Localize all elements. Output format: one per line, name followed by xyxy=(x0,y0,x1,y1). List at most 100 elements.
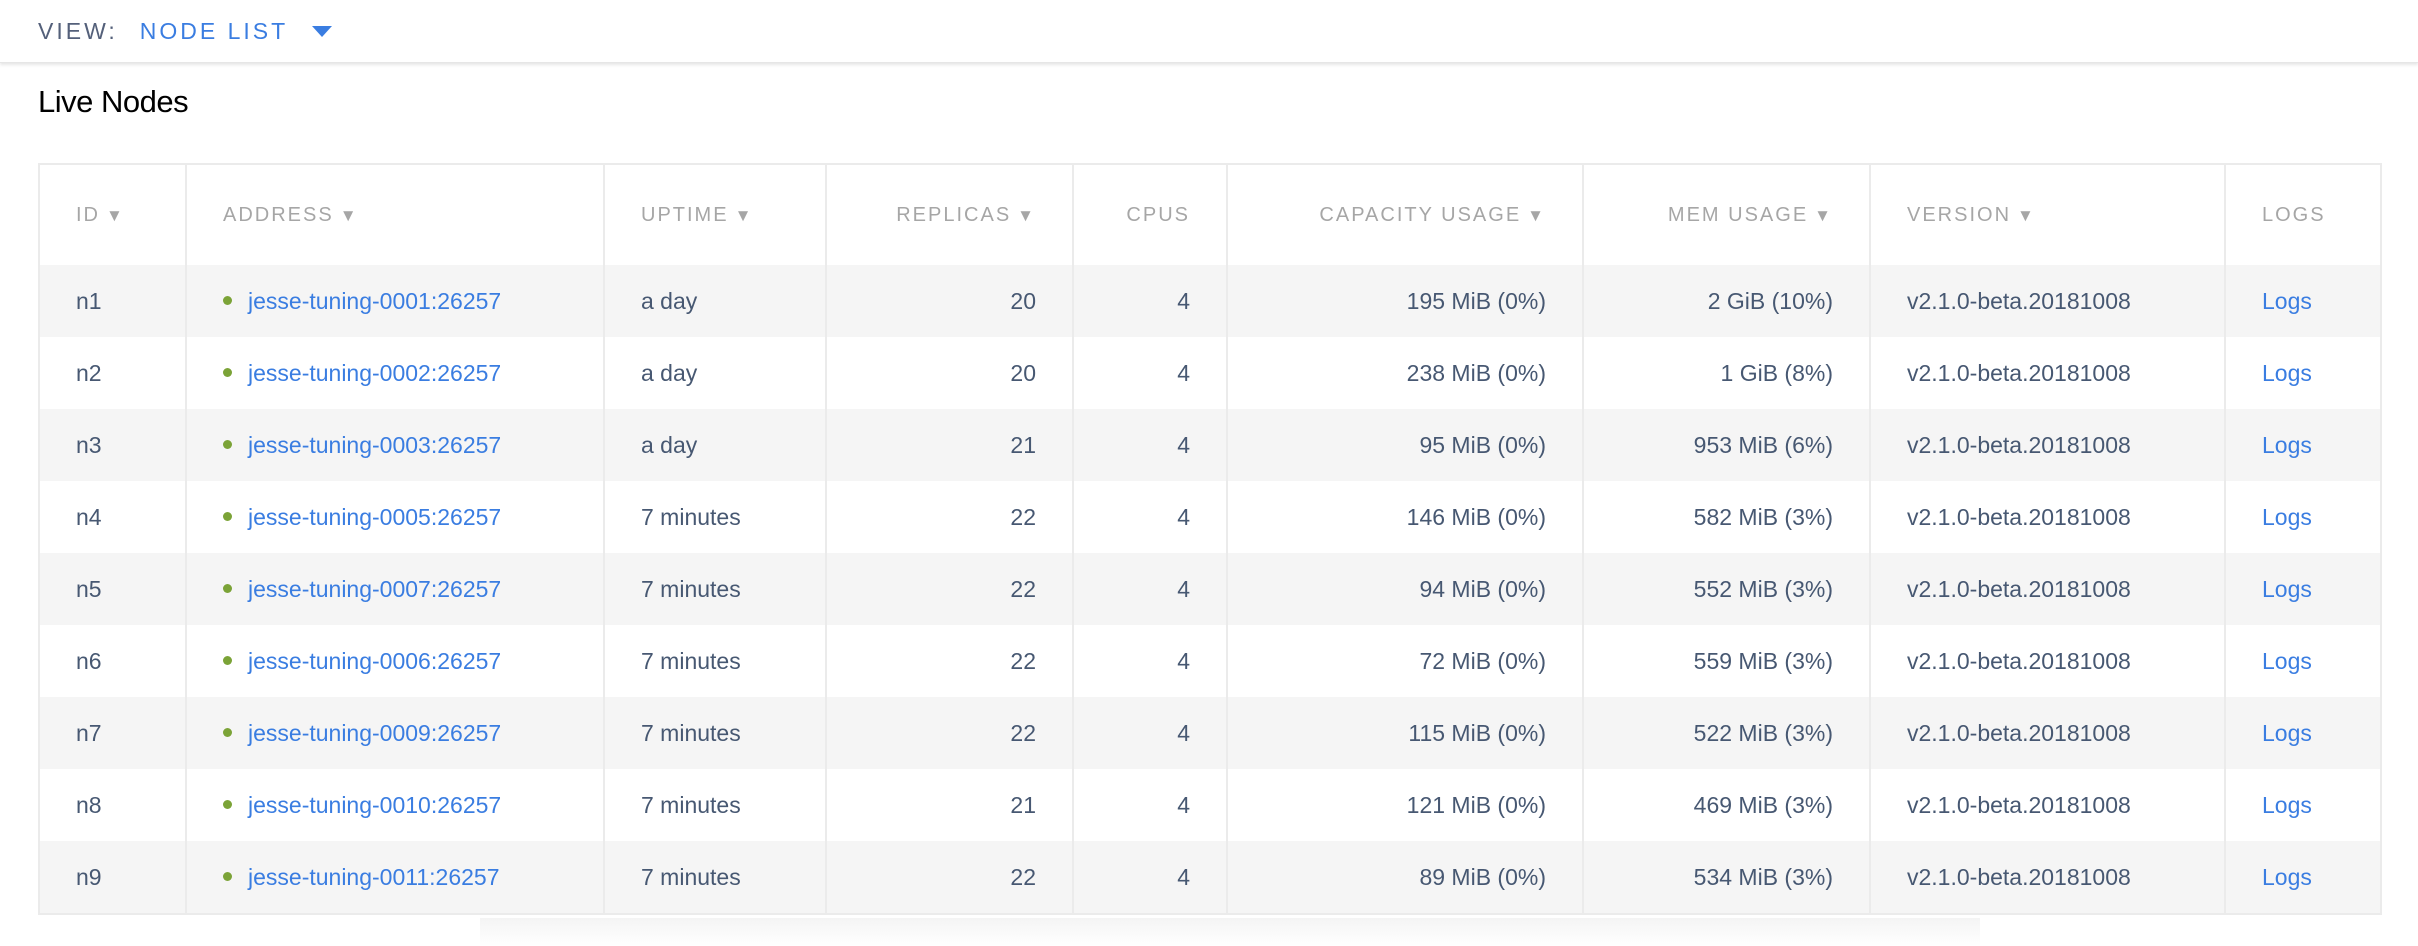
id-value: n9 xyxy=(76,863,102,890)
node-address-link[interactable]: jesse-tuning-0001:26257 xyxy=(248,287,502,314)
sort-arrow-icon[interactable]: ▼ xyxy=(106,205,125,225)
column-header-capacity-usage[interactable]: CAPACITY USAGE ▼ xyxy=(1226,164,1584,265)
cell-logs: Logs xyxy=(2224,769,2382,841)
column-header-uptime[interactable]: UPTIME ▼ xyxy=(603,164,827,265)
cell-mem-usage: 1 GiB (8%) xyxy=(1582,337,1871,409)
column-header-address[interactable]: ADDRESS ▼ xyxy=(185,164,605,265)
logs-link[interactable]: Logs xyxy=(2262,863,2312,890)
logs-link[interactable]: Logs xyxy=(2262,431,2312,458)
cell-cpus: 4 xyxy=(1072,769,1228,841)
node-address-link[interactable]: jesse-tuning-0007:26257 xyxy=(248,575,502,602)
cell-logs: Logs xyxy=(2224,409,2382,481)
cell-capacity-usage: 115 MiB (0%) xyxy=(1226,697,1584,769)
logs-link[interactable]: Logs xyxy=(2262,575,2312,602)
caret-down-icon[interactable] xyxy=(312,25,333,37)
id-value: n1 xyxy=(76,287,102,314)
replicas-value: 20 xyxy=(1010,359,1036,386)
cell-version: v2.1.0-beta.20181008 xyxy=(1869,409,2226,481)
cell-version: v2.1.0-beta.20181008 xyxy=(1869,337,2226,409)
id-value: n5 xyxy=(76,575,102,602)
cell-version: v2.1.0-beta.20181008 xyxy=(1869,697,2226,769)
cell-id: n8 xyxy=(38,769,187,841)
cell-replicas: 22 xyxy=(825,697,1074,769)
table-row: n6 jesse-tuning-0006:26257 7 minutes 22 4 72 … xyxy=(38,625,2382,697)
uptime-value: 7 minutes xyxy=(641,863,741,890)
logs-link[interactable]: Logs xyxy=(2262,359,2312,386)
node-address-link[interactable]: jesse-tuning-0005:26257 xyxy=(248,503,502,530)
version-value: v2.1.0-beta.20181008 xyxy=(1907,359,2131,386)
cell-id: n3 xyxy=(38,409,187,481)
cell-replicas: 22 xyxy=(825,841,1074,914)
table-row: n8 jesse-tuning-0010:26257 7 minutes 21 4 121… xyxy=(38,769,2382,841)
cell-address: jesse-tuning-0001:26257 xyxy=(185,265,605,337)
cell-uptime: a day xyxy=(603,337,827,409)
cell-address: jesse-tuning-0005:26257 xyxy=(185,481,605,553)
cell-id: n5 xyxy=(38,553,187,625)
sort-arrow-icon[interactable]: ▼ xyxy=(1527,205,1546,225)
live-status-dot-icon xyxy=(223,511,232,521)
cell-replicas: 21 xyxy=(825,769,1074,841)
cell-address: jesse-tuning-0006:26257 xyxy=(185,625,605,697)
cell-version: v2.1.0-beta.20181008 xyxy=(1869,553,2226,625)
sort-arrow-icon[interactable]: ▼ xyxy=(734,205,754,225)
cell-replicas: 21 xyxy=(825,409,1074,481)
logs-link[interactable]: Logs xyxy=(2262,287,2312,314)
cell-replicas: 22 xyxy=(825,625,1074,697)
sort-arrow-icon[interactable]: ▼ xyxy=(1814,205,1833,225)
replicas-value: 22 xyxy=(1010,575,1036,602)
cell-mem-usage: 522 MiB (3%) xyxy=(1582,697,1871,769)
logs-link[interactable]: Logs xyxy=(2262,503,2312,530)
cell-uptime: 7 minutes xyxy=(603,625,827,697)
node-address-link[interactable]: jesse-tuning-0010:26257 xyxy=(248,791,502,818)
cell-cpus: 4 xyxy=(1072,697,1228,769)
cpus-value: 4 xyxy=(1177,647,1190,674)
logs-link[interactable]: Logs xyxy=(2262,719,2312,746)
cell-cpus: 4 xyxy=(1072,625,1228,697)
cell-replicas: 20 xyxy=(825,265,1074,337)
mem-usage-value: 534 MiB (3%) xyxy=(1693,863,1833,890)
column-header-label: REPLICAS xyxy=(896,203,1012,226)
view-dropdown-value[interactable]: NODE LIST xyxy=(139,17,289,44)
uptime-value: a day xyxy=(641,359,698,386)
column-header-id[interactable]: ID ▼ xyxy=(38,164,187,265)
column-header-logs: LOGS xyxy=(2224,164,2382,265)
column-header-mem-usage[interactable]: MEM USAGE ▼ xyxy=(1582,164,1871,265)
cell-capacity-usage: 195 MiB (0%) xyxy=(1226,265,1584,337)
replicas-value: 21 xyxy=(1010,431,1036,458)
sort-arrow-icon[interactable]: ▼ xyxy=(1017,205,1036,225)
id-value: n2 xyxy=(76,359,102,386)
uptime-value: a day xyxy=(641,287,698,314)
version-value: v2.1.0-beta.20181008 xyxy=(1907,575,2131,602)
capacity-usage-value: 72 MiB (0%) xyxy=(1419,647,1546,674)
node-address-link[interactable]: jesse-tuning-0011:26257 xyxy=(248,863,500,890)
sort-arrow-icon[interactable]: ▼ xyxy=(339,205,359,225)
live-status-dot-icon xyxy=(223,583,232,593)
view-bar: VIEW: NODE LIST xyxy=(0,0,2418,63)
cell-version: v2.1.0-beta.20181008 xyxy=(1869,481,2226,553)
view-dropdown[interactable]: NODE LIST xyxy=(139,17,333,45)
sort-arrow-icon[interactable]: ▼ xyxy=(2017,205,2036,225)
column-header-label: ADDRESS xyxy=(223,203,334,226)
column-header-label: LOGS xyxy=(2262,203,2326,226)
column-header-version[interactable]: VERSION ▼ xyxy=(1869,164,2226,265)
column-header-replicas[interactable]: REPLICAS ▼ xyxy=(825,164,1074,265)
cell-logs: Logs xyxy=(2224,265,2382,337)
node-address-link[interactable]: jesse-tuning-0002:26257 xyxy=(248,359,502,386)
cell-uptime: 7 minutes xyxy=(603,553,827,625)
version-value: v2.1.0-beta.20181008 xyxy=(1907,287,2131,314)
live-status-dot-icon xyxy=(223,799,232,809)
cpus-value: 4 xyxy=(1177,791,1190,818)
cell-uptime: a day xyxy=(603,409,827,481)
logs-link[interactable]: Logs xyxy=(2262,647,2312,674)
cpus-value: 4 xyxy=(1177,575,1190,602)
logs-link[interactable]: Logs xyxy=(2262,791,2312,818)
live-status-dot-icon xyxy=(223,727,232,737)
cell-replicas: 22 xyxy=(825,481,1074,553)
uptime-value: 7 minutes xyxy=(641,719,741,746)
cell-id: n4 xyxy=(38,481,187,553)
cell-address: jesse-tuning-0011:26257 xyxy=(185,841,605,914)
node-address-link[interactable]: jesse-tuning-0006:26257 xyxy=(248,647,502,674)
node-address-link[interactable]: jesse-tuning-0009:26257 xyxy=(248,719,502,746)
cell-address: jesse-tuning-0002:26257 xyxy=(185,337,605,409)
node-address-link[interactable]: jesse-tuning-0003:26257 xyxy=(248,431,502,458)
